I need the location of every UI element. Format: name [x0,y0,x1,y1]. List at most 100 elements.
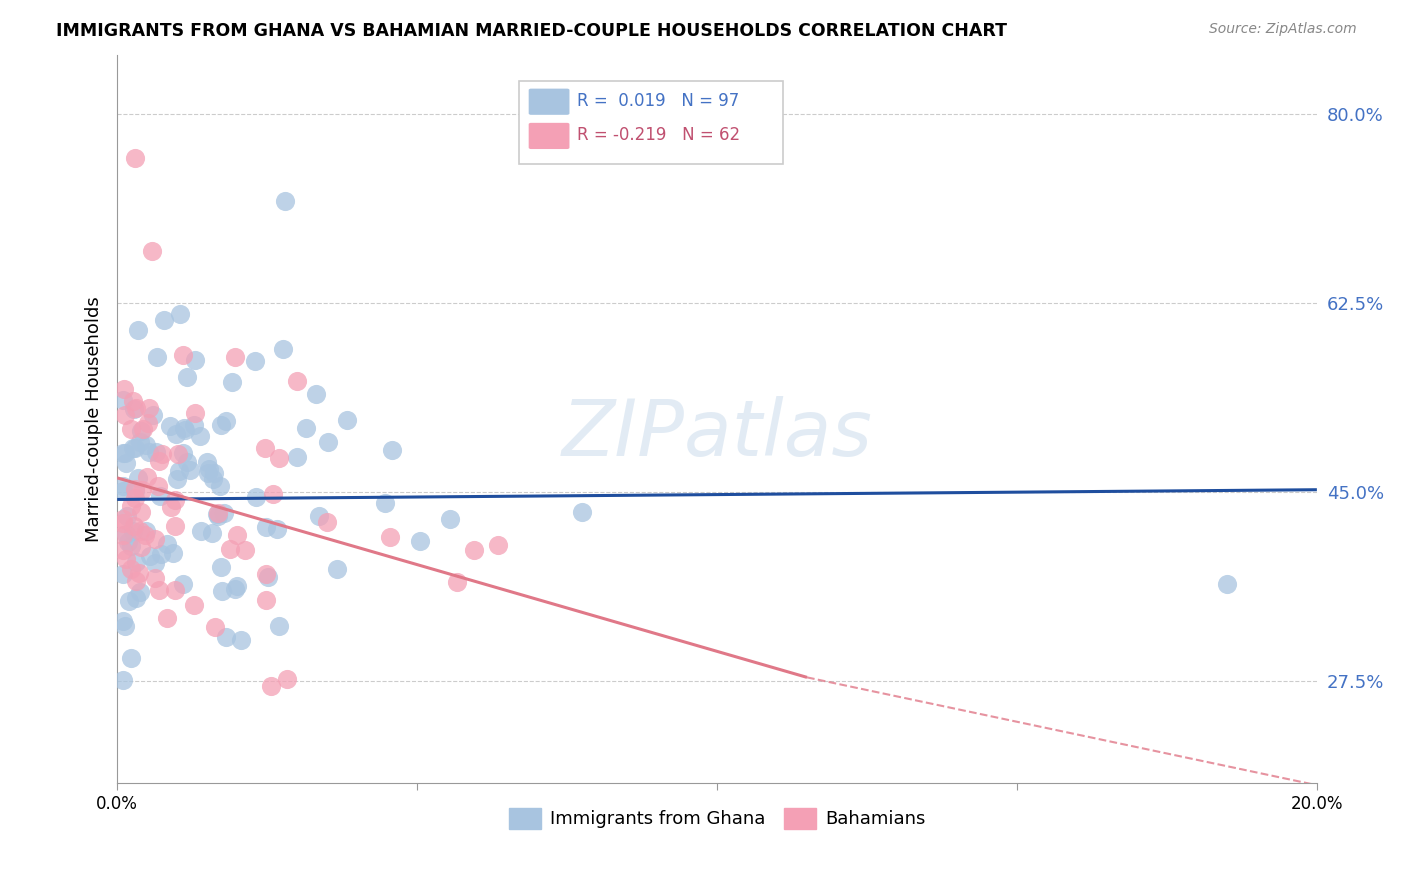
FancyBboxPatch shape [529,88,569,115]
Point [254,520,277,534]
Point [409,533,432,548]
Point [245,490,267,504]
Point [184,406,207,420]
Point [143,532,166,546]
Point [274,194,297,208]
Point [209,417,232,432]
Point [225,527,247,541]
Point [138,401,160,415]
Point [152,313,174,327]
Point [156,537,179,551]
Point [316,435,339,450]
Point [235,543,257,558]
Point [112,543,135,558]
Point [260,679,283,693]
Point [184,353,207,368]
Point [129,584,152,599]
Y-axis label: Married-couple Households: Married-couple Households [86,296,103,542]
Point [145,445,167,459]
Point [165,583,187,598]
Text: Source: ZipAtlas.com: Source: ZipAtlas.com [1209,22,1357,37]
Point [256,570,278,584]
Point [120,499,142,513]
Point [163,518,186,533]
Point [308,508,330,523]
Point [136,469,159,483]
Point [132,422,155,436]
Point [115,551,138,566]
Point [128,566,150,580]
Point [165,493,187,508]
Point [267,618,290,632]
Point [114,619,136,633]
Text: R =  0.019   N = 97: R = 0.019 N = 97 [576,92,740,110]
Point [209,560,232,574]
Point [125,574,148,588]
Point [149,490,172,504]
Point [202,467,225,481]
Point [183,417,205,432]
Point [150,447,173,461]
Point [254,567,277,582]
Point [256,593,278,607]
Point [169,307,191,321]
Point [146,479,169,493]
Point [215,414,238,428]
Point [135,524,157,538]
Point [114,408,136,422]
Point [162,546,184,560]
Point [120,562,142,576]
Point [112,393,135,408]
Point [571,505,593,519]
Point [129,541,152,555]
Point [179,463,201,477]
Point [336,413,359,427]
Point [374,496,396,510]
Point [114,446,136,460]
Point [269,450,291,465]
Point [378,530,401,544]
Point [1216,576,1239,591]
Point [266,522,288,536]
Point [146,350,169,364]
Point [207,508,229,523]
Point [197,462,219,476]
Point [112,528,135,542]
Point [120,422,142,436]
Point [112,484,135,499]
Point [141,408,163,422]
Point [129,434,152,449]
Point [224,350,246,364]
Point [138,445,160,459]
Point [124,491,146,505]
Text: IMMIGRANTS FROM GHANA VS BAHAMIAN MARRIED-COUPLE HOUSEHOLDS CORRELATION CHART: IMMIGRANTS FROM GHANA VS BAHAMIAN MARRIE… [56,22,1007,40]
Point [122,441,145,455]
Point [207,506,229,520]
Point [381,443,404,458]
Point [305,387,328,401]
Point [172,577,194,591]
Point [148,453,170,467]
Point [262,487,284,501]
Point [195,455,218,469]
Point [176,370,198,384]
Point [159,419,181,434]
Point [135,438,157,452]
Point [134,527,156,541]
Point [205,507,228,521]
Point [245,354,267,368]
Point [273,343,295,357]
Point [112,614,135,628]
Point [176,455,198,469]
Text: R = -0.219   N = 62: R = -0.219 N = 62 [576,126,740,145]
Point [112,673,135,687]
Point [253,442,276,456]
Point [124,482,146,496]
Point [149,547,172,561]
Point [211,583,233,598]
Point [204,620,226,634]
Point [197,466,219,480]
Point [112,567,135,582]
Point [219,541,242,556]
Point [141,244,163,258]
